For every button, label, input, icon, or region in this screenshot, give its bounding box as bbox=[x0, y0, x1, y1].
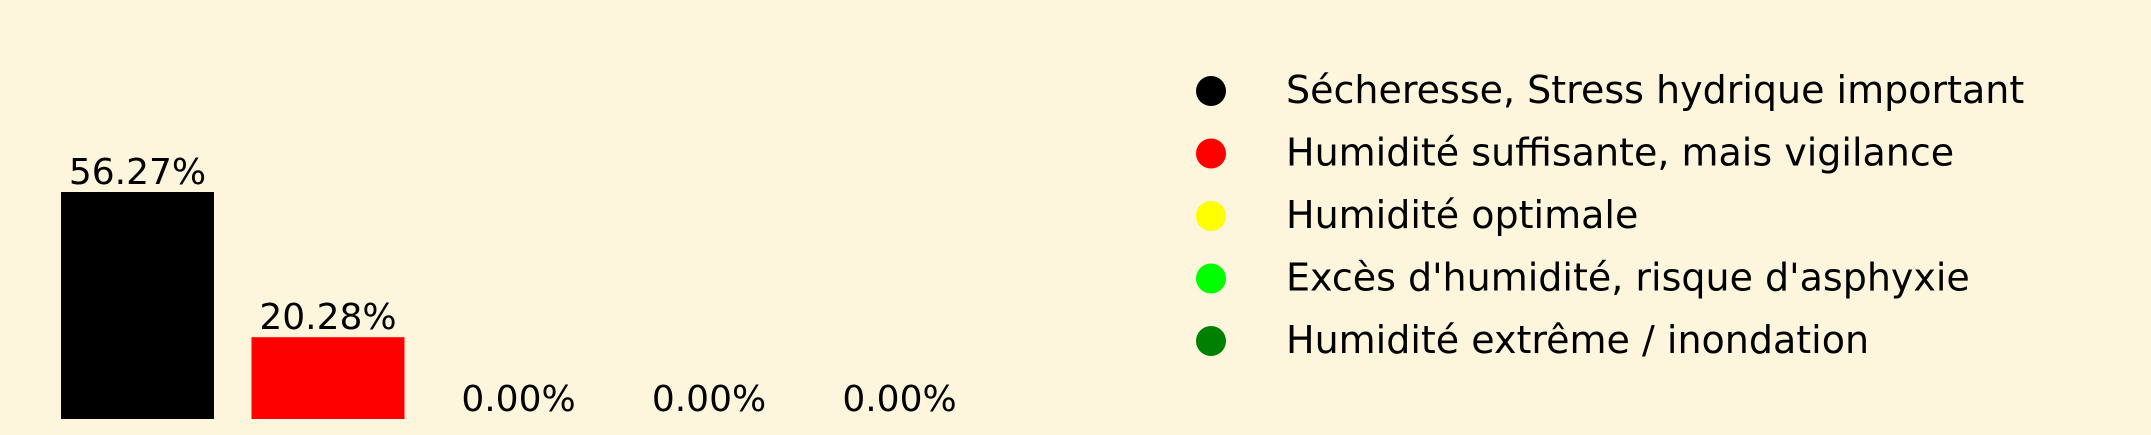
bar-value-label-4: 0.00% bbox=[652, 379, 766, 420]
legend-label-2: Humidité suffisante, mais vigilance bbox=[1286, 131, 1954, 175]
legend-marker-5 bbox=[1196, 326, 1226, 356]
bar-value-label-3: 0.00% bbox=[461, 379, 575, 420]
bars-group bbox=[61, 192, 405, 419]
legend-marker-4 bbox=[1196, 263, 1226, 294]
legend-label-1: Sécheresse, Stress hydrique important bbox=[1286, 68, 2024, 112]
legend-marker-1 bbox=[1196, 76, 1226, 106]
legend-label-5: Humidité extrême / inondation bbox=[1286, 318, 1869, 362]
bar-labels-group: 56.27% 20.28% 0.00% 0.00% 0.00% bbox=[69, 152, 957, 420]
bar-value-label-5: 0.00% bbox=[842, 379, 956, 420]
bar-value-label-1: 56.27% bbox=[69, 152, 206, 193]
bar-1 bbox=[61, 192, 214, 419]
bar-value-label-2: 20.28% bbox=[259, 297, 396, 338]
legend-marker-2 bbox=[1196, 138, 1226, 169]
legend-label-3: Humidité optimale bbox=[1286, 193, 1638, 237]
bar-2 bbox=[251, 337, 405, 419]
legend-label-4: Excès d'humidité, risque d'asphyxie bbox=[1286, 256, 1970, 300]
legend: Sécheresse, Stress hydrique important Hum… bbox=[1196, 68, 2024, 362]
legend-marker-3 bbox=[1196, 201, 1226, 231]
